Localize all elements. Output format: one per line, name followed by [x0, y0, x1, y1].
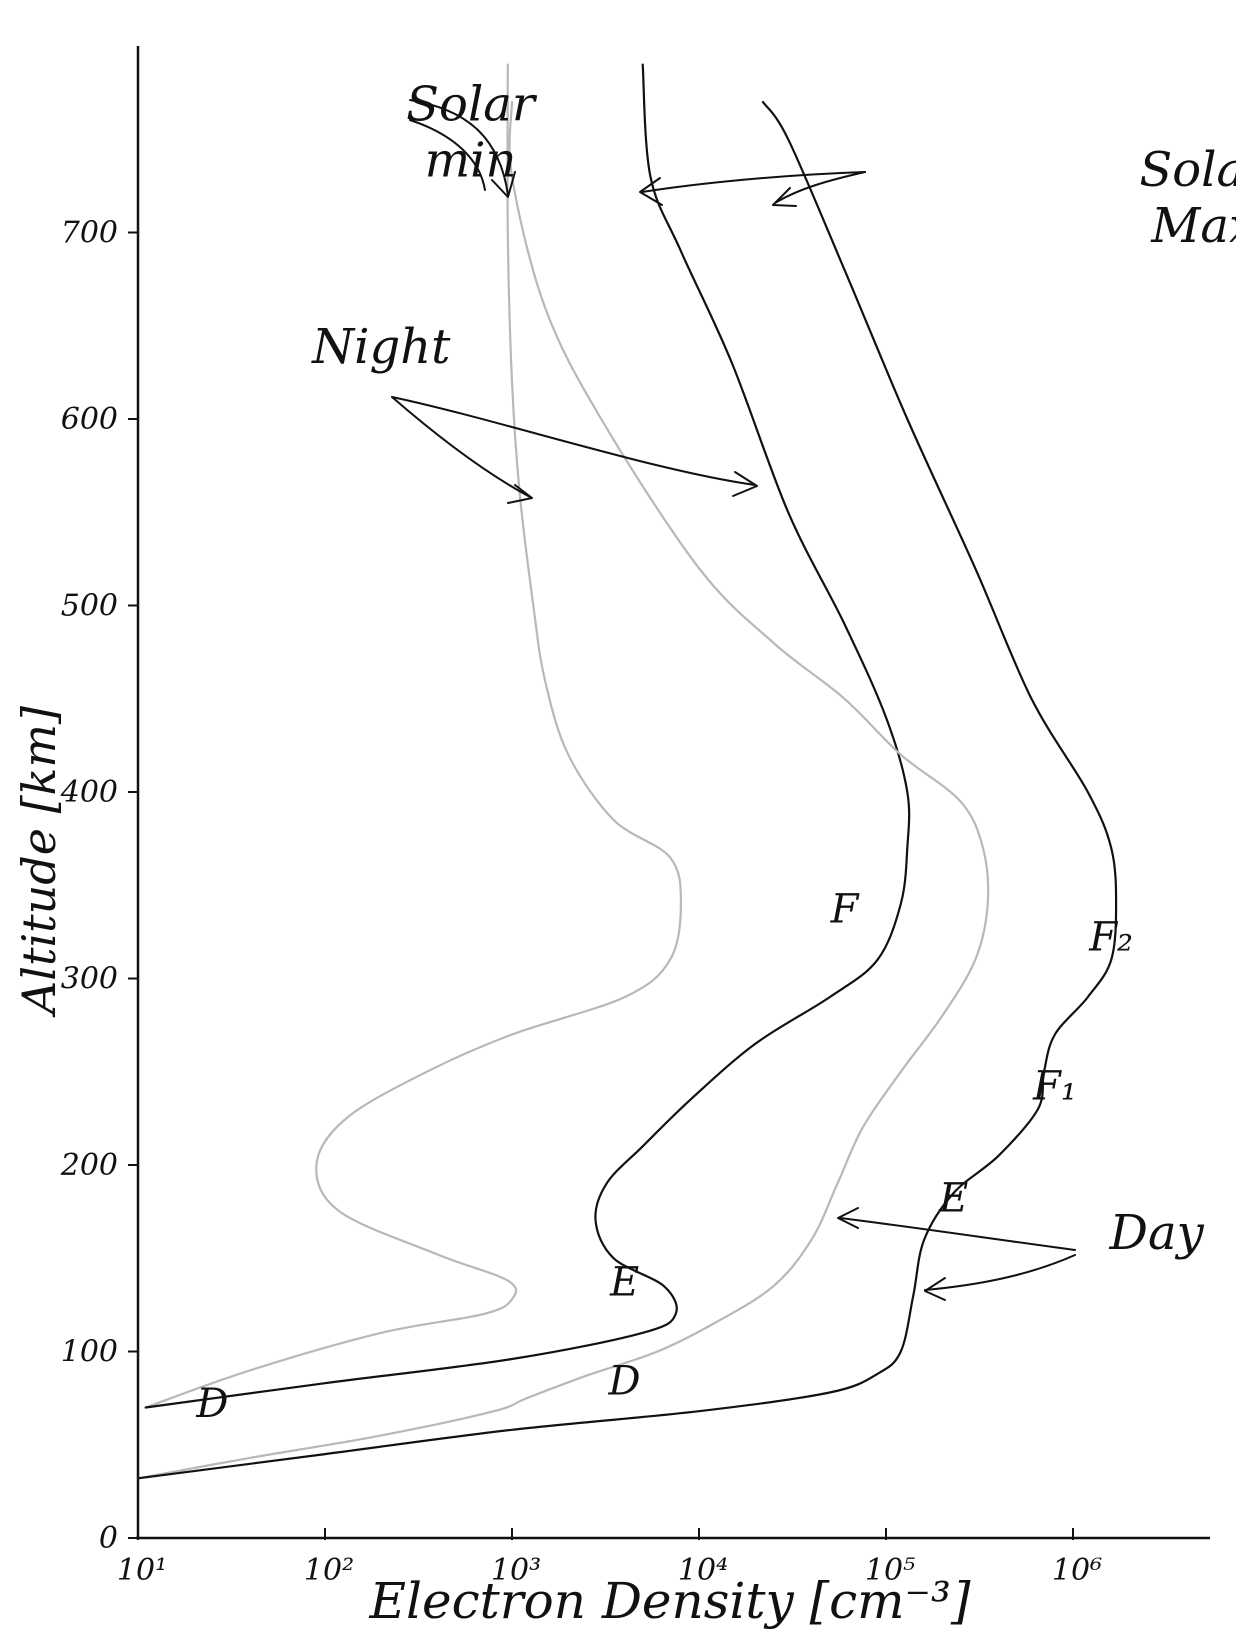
tick-group: 0 100 200 300 400 500 600 700 10¹ 10² 10³ 10⁴ 10⁵ 10⁶: [60, 216, 1102, 1589]
x-tick-label: 10⁵: [865, 1553, 915, 1588]
y-axis-label: Altitude [km]: [12, 706, 66, 1018]
night-arrow-right-head: [732, 471, 758, 497]
annotation-label: Day: [1109, 1205, 1205, 1261]
annotation-group: SolarminSolarMaxNightFF₂F₁EEDayDD: [195, 77, 1236, 1427]
x-tick-label: 10²: [304, 1553, 354, 1588]
annotation-label: F₂: [1088, 915, 1133, 961]
y-tick-label: 700: [61, 216, 118, 251]
annotation-label: E: [938, 1176, 968, 1222]
annotation-label: Solar: [1139, 142, 1236, 198]
annotation-label: min: [425, 133, 517, 189]
x-tick-label: 10⁶: [1052, 1553, 1102, 1588]
night-arrow-left: [391, 396, 531, 498]
y-tick-label: 600: [61, 402, 118, 437]
x-tick-label: 10¹: [117, 1553, 167, 1588]
annotation-label: Night: [311, 319, 451, 375]
series-line-solar-min-night: [144, 63, 683, 1409]
solar-max-arrow-left-head: [639, 177, 663, 206]
solar-max-arrow-right: [774, 171, 866, 204]
night-arrow-right: [391, 396, 756, 486]
annotation-label: D: [195, 1381, 228, 1427]
annotation-label: Solar: [406, 77, 538, 133]
x-axis-label: Electron Density [cm⁻³]: [369, 1572, 971, 1630]
day-arrow-lower: [924, 1254, 1076, 1291]
annotation-label: E: [609, 1260, 639, 1306]
annotation-label: D: [608, 1358, 641, 1404]
solar-max-arrow-left: [641, 171, 866, 193]
solar-min-arrow: [409, 99, 509, 196]
day-arrow-lower-head: [924, 1277, 946, 1301]
y-tick-label: 0: [99, 1521, 118, 1556]
solar-min-arrow-head: [491, 171, 516, 198]
annotation-label: F: [830, 887, 860, 933]
x-tick-label: 10⁴: [678, 1553, 728, 1588]
day-arrow-upper: [839, 1217, 1076, 1251]
annotation-label: Max: [1150, 198, 1236, 254]
y-tick-label: 500: [61, 589, 118, 624]
axes: [136, 46, 1210, 1540]
annotation-arrows: [391, 99, 1076, 1301]
series-line-solar-min-day: [136, 100, 990, 1480]
series-line-solar-max-day: [136, 100, 1118, 1480]
night-arrow-left-head: [507, 484, 533, 504]
annotation-label: F₁: [1032, 1064, 1077, 1110]
y-tick-label: 300: [61, 962, 118, 997]
series-line-solar-max-night: [144, 63, 911, 1409]
series-group: [136, 63, 1118, 1480]
y-tick-label: 200: [60, 1148, 118, 1183]
y-tick-label: 100: [61, 1335, 118, 1370]
day-arrow-upper-head: [837, 1207, 859, 1229]
y-tick-label: 400: [60, 775, 118, 810]
solar-max-arrow-right-head: [772, 187, 797, 207]
solar-min-arrow-2: [409, 119, 486, 191]
x-tick-label: 10³: [491, 1553, 541, 1588]
